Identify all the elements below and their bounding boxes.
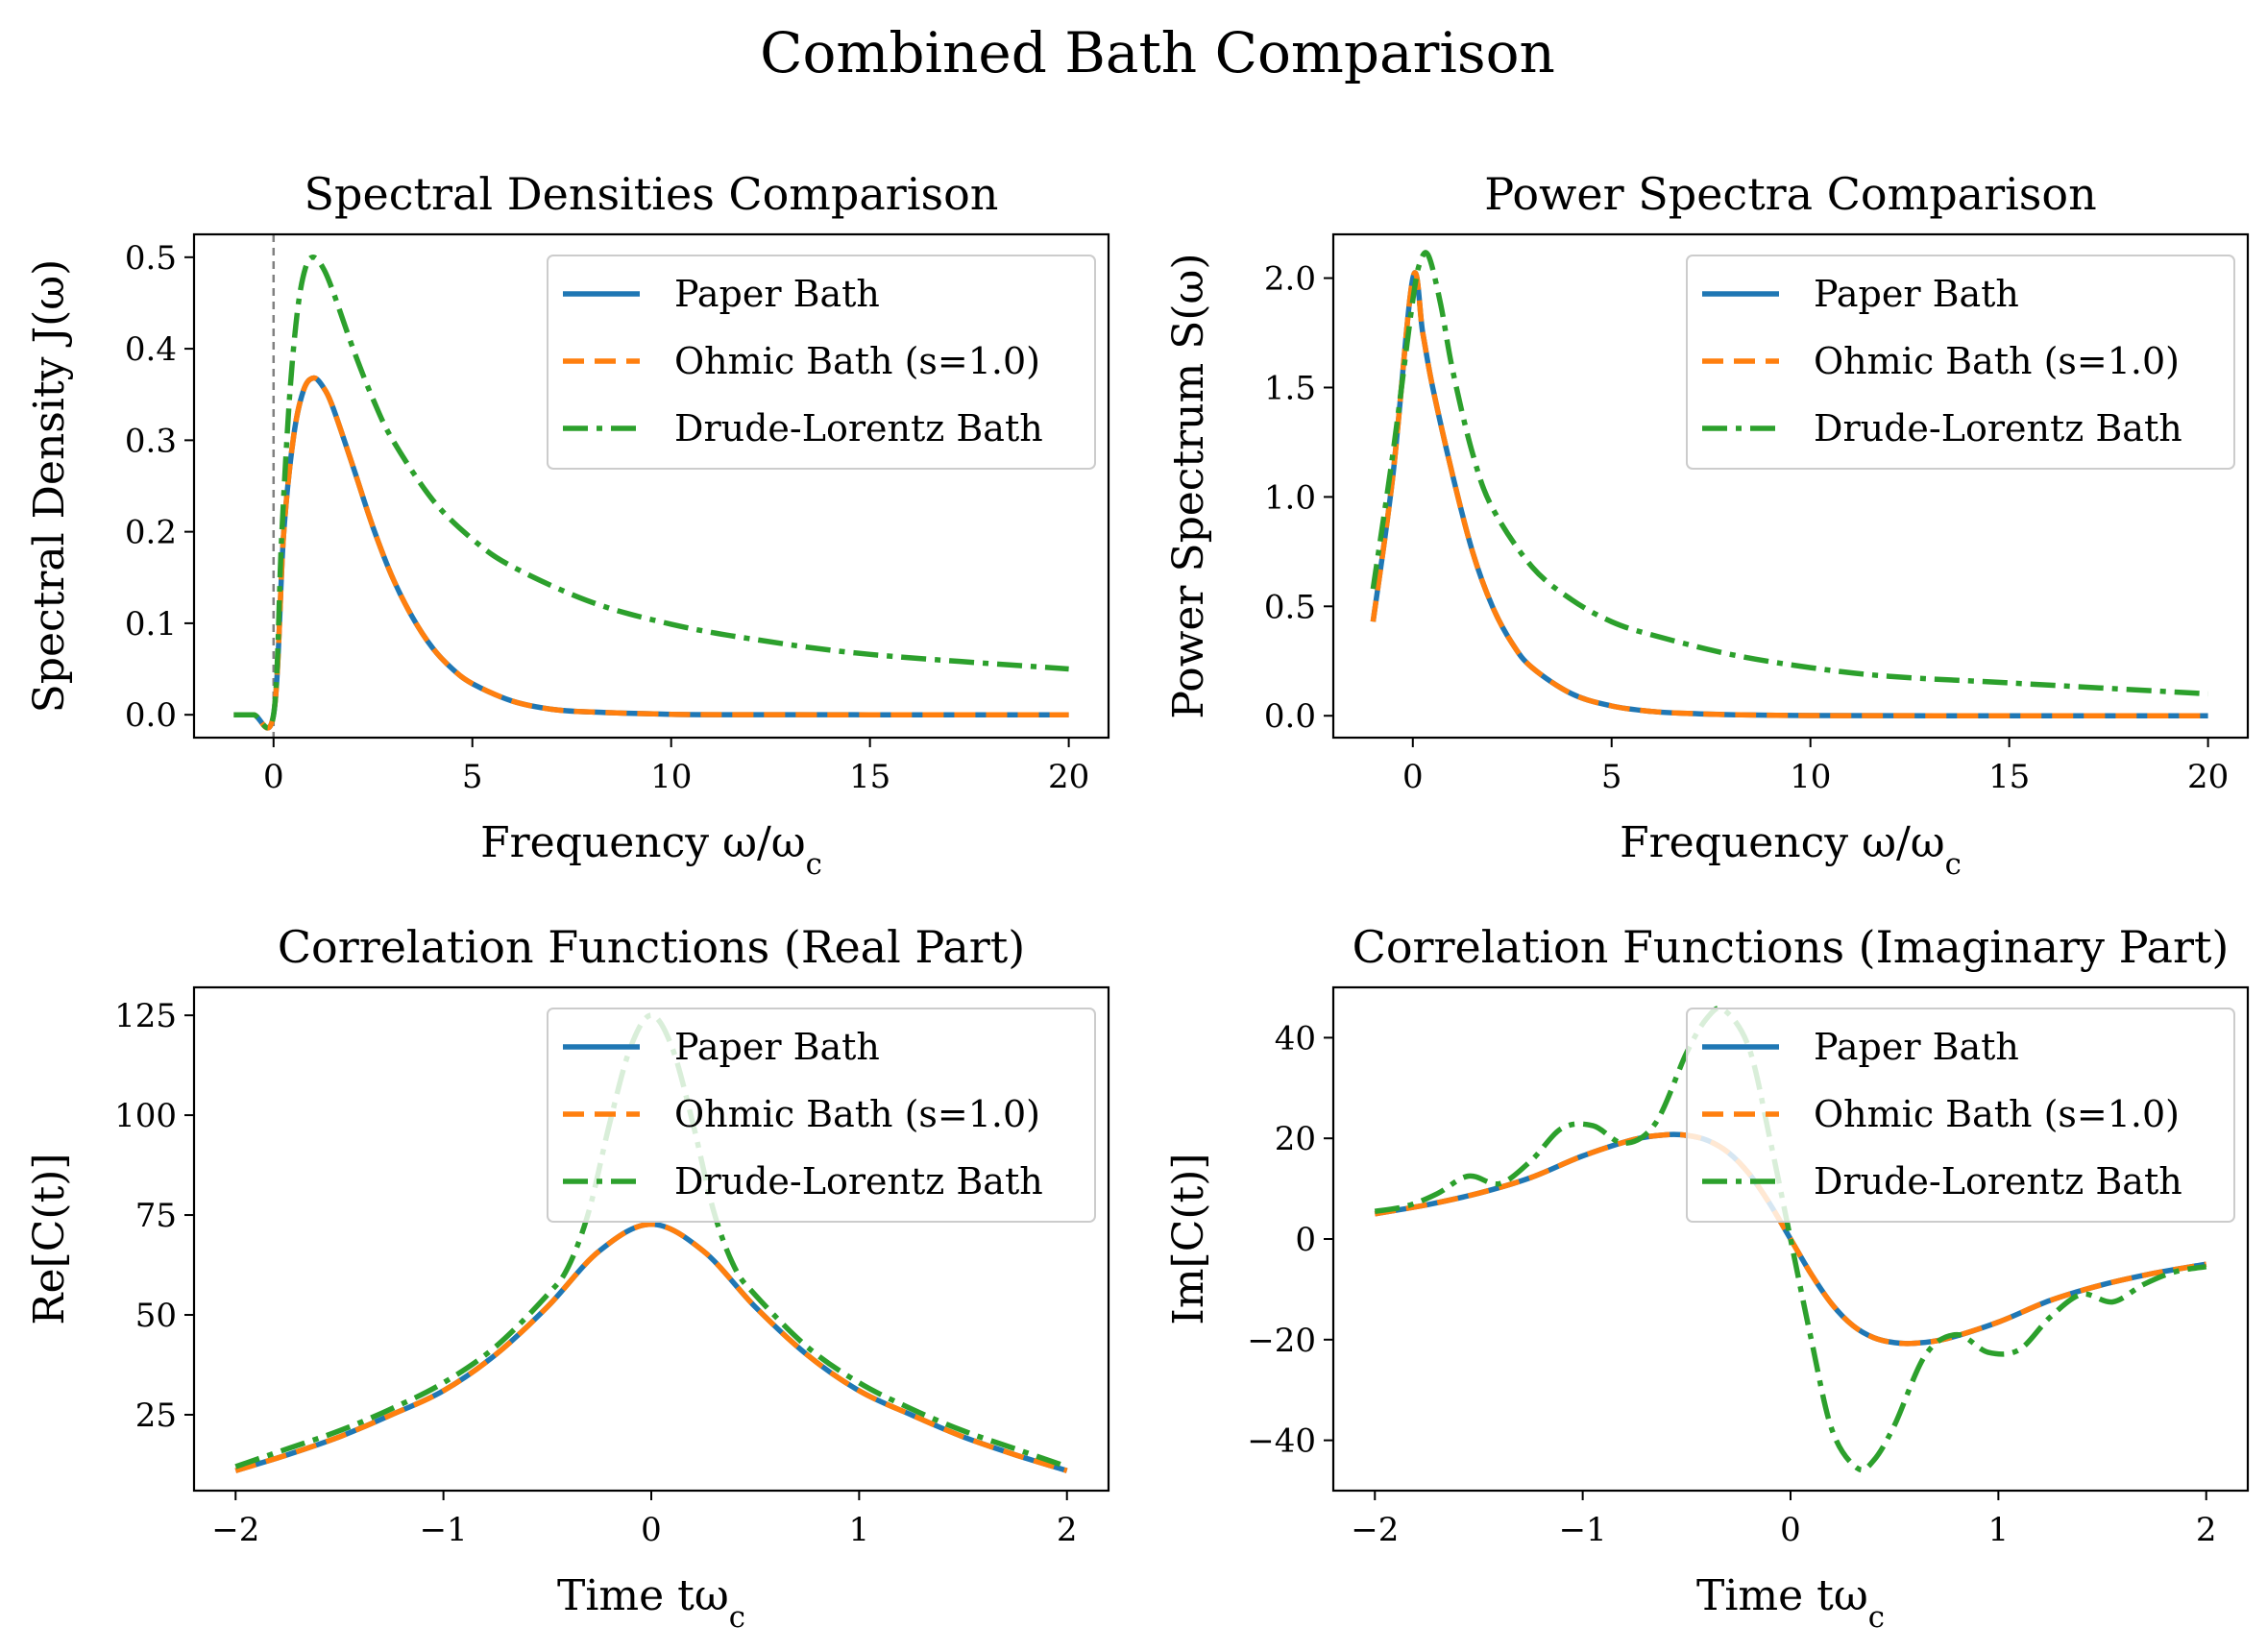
- x-tick-label: 1: [849, 1511, 870, 1549]
- figure-title: Combined Bath Comparison: [760, 20, 1555, 85]
- y-tick-label: 0.5: [1264, 588, 1316, 626]
- legend-box: [547, 255, 1096, 470]
- y-tick-label: −40: [1247, 1422, 1316, 1461]
- axes-frame: [192, 985, 1110, 1493]
- series-line-ohmic-bath: [234, 1221, 1068, 1473]
- legend-label: Drude-Lorentz Bath: [674, 407, 1043, 449]
- x-tick-label: −2: [211, 1511, 259, 1549]
- legend-label: Paper Bath: [674, 273, 880, 315]
- panel-title: Correlation Functions (Real Part): [278, 921, 1025, 973]
- legend-label: Paper Bath: [674, 1026, 880, 1068]
- chart-panel-2: Power Spectra Comparison 0 5 10 15 20 0.0 0.5 1.…: [1164, 168, 2250, 882]
- series-line-ohmic-bath: [1370, 270, 2208, 718]
- y-tick-label: −20: [1247, 1322, 1316, 1360]
- x-tick-label: 10: [1790, 758, 1831, 796]
- y-tick-label: 1.0: [1264, 478, 1316, 517]
- y-axis-label: Re[C(t)]: [25, 1153, 74, 1324]
- legend-label: Ohmic Bath (s=1.0): [674, 340, 1040, 382]
- x-axis-label: Time tωc: [557, 1571, 745, 1635]
- plot-area: [233, 234, 1069, 738]
- y-tick-label: 40: [1275, 1019, 1316, 1057]
- x-tick-label: 20: [2187, 758, 2229, 796]
- x-tick-label: 1: [1988, 1511, 2010, 1549]
- x-tick-label: 2: [2196, 1511, 2217, 1549]
- y-tick-label: 0.0: [125, 696, 177, 735]
- legend: Paper Bath Ohmic Bath (s=1.0) Drude-Lorent…: [547, 1008, 1096, 1223]
- legend-label: Drude-Lorentz Bath: [1814, 1160, 2182, 1203]
- x-tick-label: 0: [1780, 1511, 1801, 1549]
- legend-label: Drude-Lorentz Bath: [674, 1160, 1043, 1203]
- y-tick-label: 2.0: [1264, 260, 1316, 299]
- series-line-drude-lorentz-bath: [1370, 250, 2208, 697]
- x-tick-label: 5: [462, 758, 483, 796]
- y-tick-label: 25: [135, 1397, 177, 1435]
- series-line-drude-lorentz-bath: [233, 255, 1069, 731]
- x-axis-label: Time tωc: [1696, 1571, 1885, 1635]
- plot-area: [1374, 1005, 2207, 1473]
- y-tick-label: 0.0: [1264, 697, 1316, 736]
- y-tick-label: 0.1: [125, 605, 177, 644]
- x-tick-label: 5: [1601, 758, 1622, 796]
- x-axis-label: Frequency ω/ωc: [480, 818, 822, 882]
- y-axis-label: Im[C(t)]: [1164, 1153, 1213, 1324]
- plot-area: [1370, 250, 2208, 718]
- y-tick-label: 50: [135, 1297, 177, 1335]
- legend-label: Ohmic Bath (s=1.0): [674, 1093, 1040, 1135]
- chart-panel-4: Correlation Functions (Imaginary Part) −2…: [1164, 921, 2250, 1635]
- x-tick-label: 0: [263, 758, 284, 796]
- y-tick-label: 0: [1295, 1221, 1316, 1259]
- legend-label: Paper Bath: [1814, 273, 2019, 315]
- x-tick-label: 15: [1988, 758, 2030, 796]
- y-tick-label: 0.5: [125, 239, 177, 278]
- y-tick-label: 125: [114, 997, 177, 1035]
- legend-label: Paper Bath: [1814, 1026, 2019, 1068]
- axes-frame: [1331, 985, 2250, 1493]
- y-tick-label: 20: [1275, 1120, 1316, 1158]
- y-tick-label: 0.2: [125, 514, 177, 552]
- x-tick-label: −1: [1559, 1511, 1607, 1549]
- x-tick-label: 0: [1402, 758, 1424, 796]
- x-tick-label: −1: [420, 1511, 468, 1549]
- series-line-drude-lorentz-bath: [234, 1012, 1068, 1470]
- panel-title: Spectral Densities Comparison: [305, 168, 999, 220]
- axes-frame: [1331, 232, 2250, 740]
- y-tick-label: 0.4: [125, 330, 177, 369]
- series-line-ohmic-bath: [1374, 1131, 2207, 1347]
- legend-box: [547, 1008, 1096, 1223]
- series-line-drude-lorentz-bath: [1374, 1005, 2207, 1473]
- x-tick-label: 2: [1057, 1511, 1078, 1549]
- y-axis-label: Spectral Density J(ω): [25, 259, 74, 714]
- series-line-ohmic-bath: [233, 375, 1069, 731]
- legend-box: [1686, 1008, 2235, 1223]
- x-tick-label: 20: [1048, 758, 1089, 796]
- x-tick-label: 0: [641, 1511, 662, 1549]
- y-tick-label: 0.3: [125, 422, 177, 460]
- y-tick-label: 100: [114, 1097, 177, 1135]
- axes-frame: [192, 232, 1110, 740]
- legend: Paper Bath Ohmic Bath (s=1.0) Drude-Lorent…: [547, 255, 1096, 470]
- x-tick-label: 15: [849, 758, 890, 796]
- legend-label: Ohmic Bath (s=1.0): [1814, 1093, 2180, 1135]
- y-tick-label: 1.5: [1264, 369, 1316, 407]
- series-line-paper-bath: [234, 1221, 1068, 1473]
- legend-label: Drude-Lorentz Bath: [1814, 407, 2182, 449]
- legend-label: Ohmic Bath (s=1.0): [1814, 340, 2180, 382]
- chart-panel-3: Correlation Functions (Real Part)−2 −1 0 1 2…: [25, 921, 1110, 1635]
- y-axis-label: Power Spectrum S(ω): [1164, 253, 1213, 718]
- legend: Paper Bath Ohmic Bath (s=1.0) Drude-Lorent…: [1686, 255, 2235, 470]
- x-tick-label: −2: [1351, 1511, 1399, 1549]
- plot-area: [234, 1012, 1068, 1473]
- panel-title: Correlation Functions (Imaginary Part): [1353, 921, 2230, 973]
- panel-title: Power Spectra Comparison: [1484, 168, 2096, 220]
- legend: Paper Bath Ohmic Bath (s=1.0) Drude-Lorent…: [1686, 1008, 2235, 1223]
- chart-panel-1: Spectral Densities Comparison 0 5 10 15 20 0.0…: [25, 168, 1110, 882]
- x-tick-label: 10: [650, 758, 692, 796]
- y-tick-label: 75: [135, 1197, 177, 1235]
- legend-box: [1686, 255, 2235, 470]
- x-axis-label: Frequency ω/ωc: [1620, 818, 1962, 882]
